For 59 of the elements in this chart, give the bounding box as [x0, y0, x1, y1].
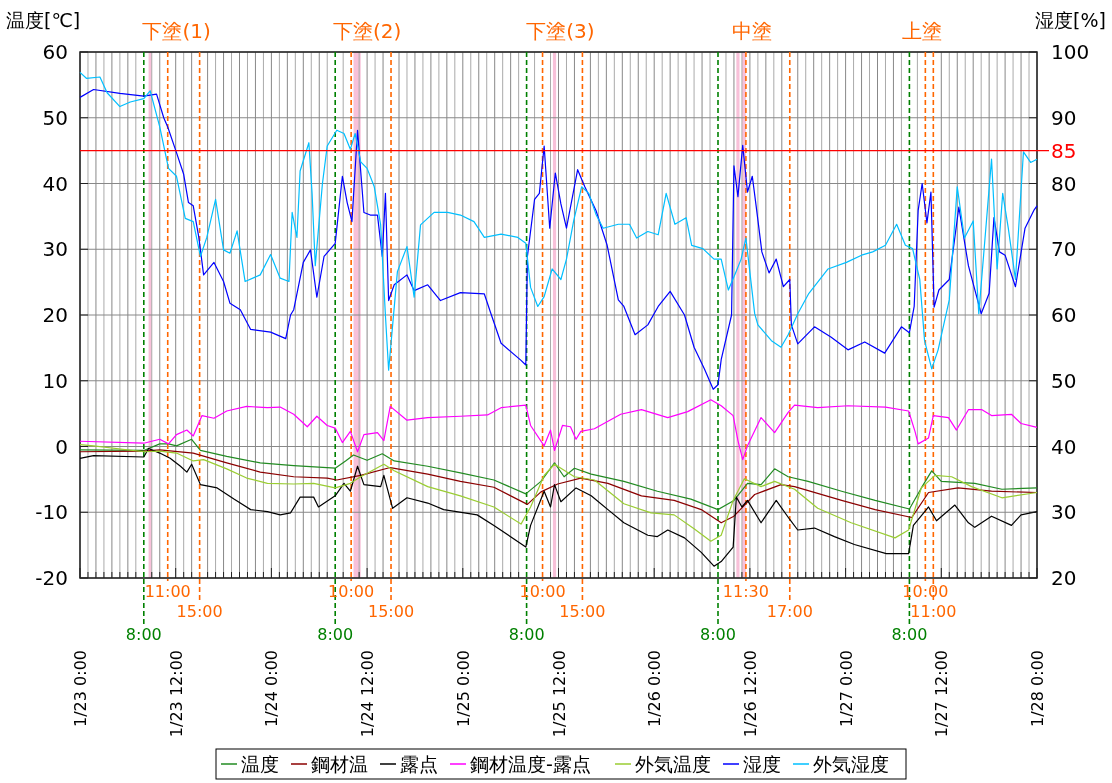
x-tick-label: 1/24 12:00 [358, 650, 378, 738]
text: 中塗 [731, 19, 772, 43]
y2-tick-label: 50 [1051, 368, 1077, 393]
legend-label: 温度 [241, 753, 279, 775]
x-tick-label: 1/27 12:00 [932, 650, 952, 738]
y2-axis-title: 湿度[%] [1035, 9, 1106, 31]
legend-label: 外気湿度 [813, 753, 889, 775]
ref-line-label: 11:00 [144, 582, 191, 601]
ref-line-label: 11:30 [722, 582, 769, 601]
y-tick-label: 10 [42, 368, 68, 393]
x-tick-label: 1/26 12:00 [740, 650, 760, 738]
y-tick-label: 50 [42, 105, 68, 130]
ref-line-label: 11:00 [910, 602, 957, 621]
x-tick-label: 1/23 0:00 [71, 650, 90, 727]
x-tick-label: 1/23 12:00 [166, 650, 186, 738]
x-tick-label: 1/25 0:00 [453, 650, 473, 727]
y2-tick-label: 20 [1051, 566, 1077, 590]
ref-line-label: 8:00 [508, 625, 545, 644]
x-tick-label: 1/24 0:00 [262, 650, 282, 727]
y-tick-label: 20 [42, 303, 68, 327]
y2-tick-label: 80 [1051, 171, 1077, 196]
ref-line-label: 8:00 [700, 625, 736, 644]
text: 上塗 [902, 19, 943, 43]
legend-label: 鋼材温 [311, 753, 368, 775]
ref-line-label: 8:00 [317, 625, 354, 644]
x-tick-label: 1/28 0:00 [1028, 650, 1047, 727]
text: 下塗(3) [526, 19, 595, 43]
ref-line-label: 10:00 [519, 582, 566, 601]
ref-line-label: 17:00 [766, 602, 813, 621]
ref-line-label: 15:00 [367, 602, 415, 621]
ref-line-label: 10:00 [328, 582, 375, 601]
y-tick-label: 60 [42, 40, 68, 64]
ref-line-label: 8:00 [891, 625, 928, 644]
legend-label: 湿度 [743, 753, 781, 775]
ref-line-label: 15:00 [559, 602, 606, 621]
y-tick-label: -20 [35, 566, 68, 590]
y-tick-label: 40 [42, 171, 68, 196]
ref-line-label: 85 [1051, 138, 1077, 163]
ref-line-label: 8:00 [125, 625, 162, 644]
y2-tick-label: 100 [1051, 40, 1090, 64]
text: 下塗(2) [332, 19, 402, 43]
legend-label: 露点 [400, 753, 438, 775]
y-tick-label: 0 [55, 434, 68, 459]
y2-tick-label: 90 [1051, 105, 1077, 130]
ref-line-label: 10:00 [902, 582, 949, 601]
y2-tick-label: 40 [1051, 434, 1077, 459]
legend-label: 鋼材温度-露点 [470, 753, 591, 775]
y-tick-label: -10 [35, 500, 68, 525]
ref-line-label: 15:00 [176, 602, 223, 621]
y2-tick-label: 60 [1051, 303, 1077, 327]
y2-tick-label: 70 [1051, 237, 1077, 262]
y-tick-label: 30 [42, 237, 68, 262]
legend-label: 外気温度 [635, 753, 711, 775]
x-tick-label: 1/25 12:00 [549, 650, 569, 738]
y2-tick-label: 30 [1051, 500, 1077, 525]
x-tick-label: 1/27 0:00 [836, 650, 856, 727]
y-axis-title: 温度[℃] [6, 9, 81, 31]
x-tick-label: 1/26 0:00 [645, 650, 665, 727]
text: 下塗(1) [142, 19, 211, 43]
